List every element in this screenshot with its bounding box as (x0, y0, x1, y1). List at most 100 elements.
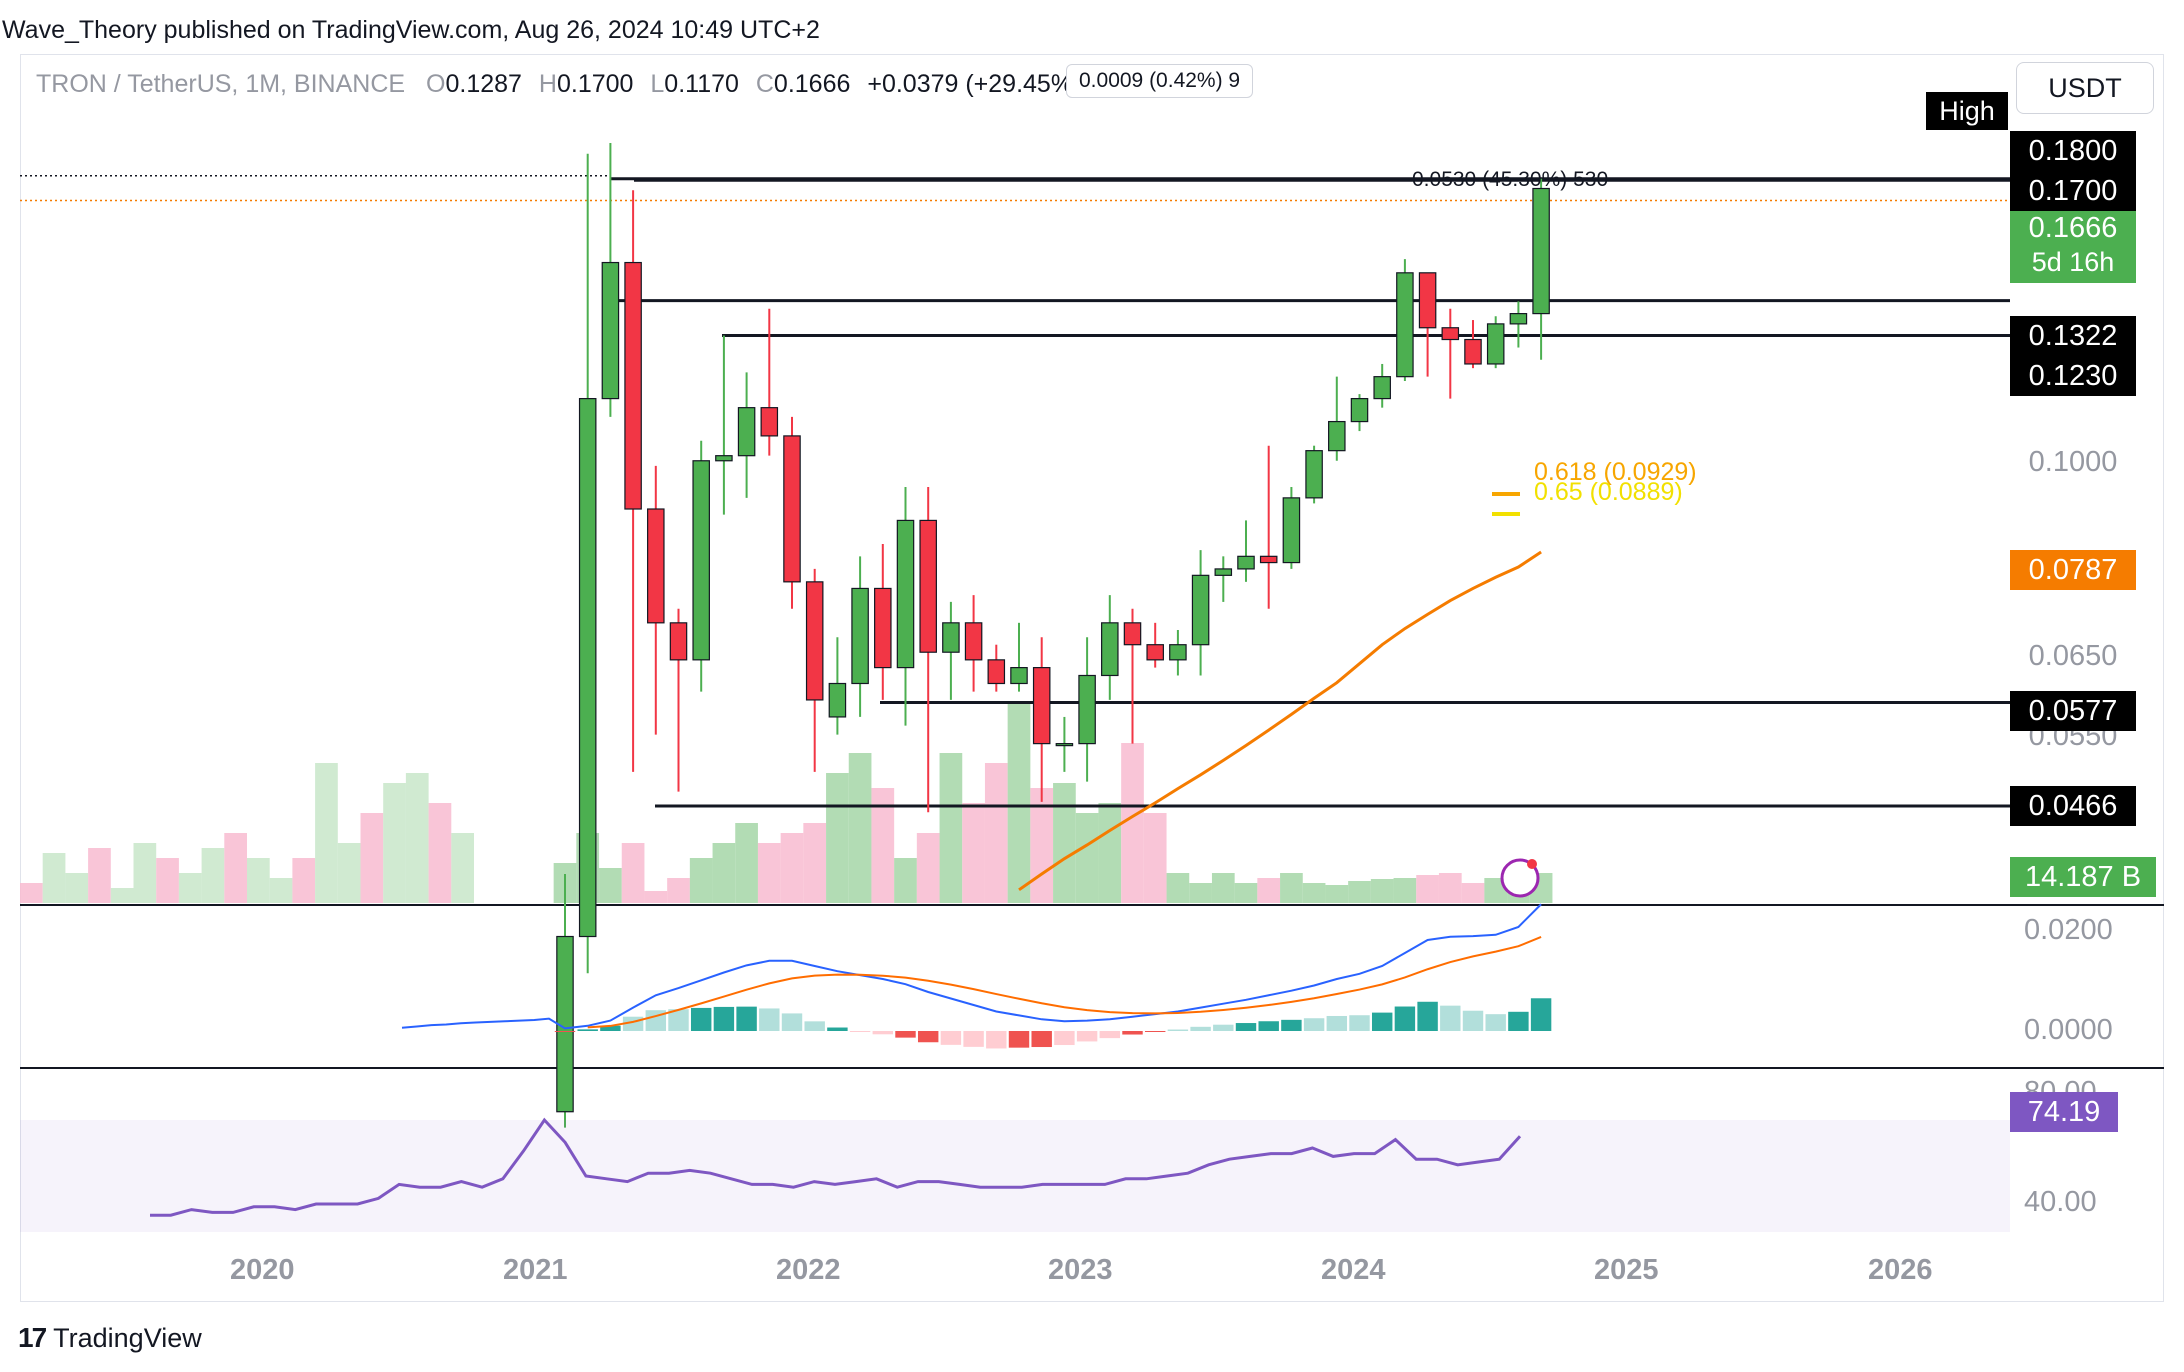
macd-histogram-bar (986, 1031, 1007, 1049)
x-tick-2021: 2021 (503, 1254, 568, 1286)
alert-icon (1500, 858, 1540, 898)
volume-bar (848, 753, 872, 903)
rsi-value-label: 74.19 (2010, 1092, 2118, 1132)
macd-histogram-bar (1462, 1010, 1484, 1031)
candle-body (1191, 574, 1210, 646)
candle-body (1373, 376, 1391, 400)
macd-histogram-bar (554, 1031, 576, 1032)
volume-bar (1461, 883, 1485, 903)
axis-label-0.0650: 0.0650 (2028, 640, 2118, 672)
macd-histogram-bar (1235, 1023, 1257, 1031)
volume-bar (1143, 813, 1167, 903)
volume-bar (939, 753, 963, 903)
candle-body (1123, 622, 1142, 646)
macd-histogram-bar (963, 1031, 984, 1047)
x-tick-2022: 2022 (776, 1254, 841, 1286)
candle-body (1055, 743, 1074, 747)
volume-bar (803, 823, 827, 903)
macd-histogram-bar (1122, 1031, 1143, 1035)
macd-histogram-bar (1076, 1031, 1098, 1042)
candle-body (1032, 667, 1051, 745)
volume-bar-history (178, 873, 202, 903)
macd-histogram-bar (600, 1025, 621, 1031)
volume-bar-history (201, 848, 225, 903)
volume-label: 14.187 B (2010, 857, 2156, 897)
volume-bar-history (110, 888, 134, 903)
legend-low-label: L (650, 70, 665, 98)
macd-histogram-bar (804, 1021, 825, 1031)
bar-countdown: 5d 16h (2031, 247, 2115, 277)
volume-bar (1302, 883, 1326, 903)
volume-bar (984, 763, 1008, 903)
macd-histogram-bar (1394, 1006, 1416, 1031)
macd-histogram-bar (1008, 1031, 1030, 1048)
legend-open-label: O (426, 70, 446, 98)
volume-bar (1189, 883, 1212, 903)
candle-body (1532, 187, 1550, 315)
symbol-legend: TRON / TetherUS, 1M, BINANCE O0.1287 H0.… (36, 70, 1081, 99)
chart-frame (20, 54, 2164, 1302)
fib-65-label: 0.65 (0.0889) (1534, 478, 1683, 506)
price-label-0.1700: 0.1700 (2010, 171, 2136, 211)
candle-body (964, 622, 983, 661)
candle-body (1509, 313, 1528, 325)
rsi-axis-low: 40.00 (2024, 1186, 2097, 1218)
volume-bar-history (65, 873, 89, 903)
tradingview-brand: TradingView (53, 1322, 202, 1353)
macd-histogram-bar (1530, 998, 1552, 1031)
candle-body (647, 508, 665, 624)
rsi-line (150, 1117, 1522, 1217)
volume-bar (1211, 873, 1235, 903)
candle-body (1396, 272, 1414, 378)
fib-618-label: 0.618 (0.0929) (1534, 458, 1697, 486)
volume-bar-history (405, 773, 429, 903)
currency-button[interactable]: USDT (2016, 62, 2154, 114)
macd-axis-zero: 0.0000 (2024, 1014, 2113, 1046)
candle-body (828, 682, 847, 718)
legend-open: 0.1287 (445, 70, 522, 98)
volume-bar-history (42, 853, 66, 903)
candle-body (1305, 450, 1323, 499)
legend-symbol[interactable]: TRON / TetherUS, 1M, BINANCE (36, 70, 406, 98)
candle-body (669, 622, 688, 661)
volume-bar (621, 843, 645, 903)
macd-histogram-bar (1144, 1031, 1166, 1032)
candle-body (737, 407, 756, 457)
volume-bar-history (156, 858, 179, 903)
volume-bar-history (337, 843, 361, 903)
legend-close: 0.1666 (773, 70, 851, 98)
candle-body (1146, 644, 1164, 661)
macd-histogram-bar (1485, 1014, 1506, 1031)
macd-histogram-bar (872, 1031, 894, 1035)
legend-change: +0.0379 (+29.45%) (867, 70, 1082, 98)
macd-histogram-bar (1167, 1029, 1189, 1031)
x-tick-2024: 2024 (1321, 1254, 1386, 1286)
volume-bar (689, 858, 713, 903)
candle-body (851, 587, 869, 685)
volume-bar (1325, 885, 1349, 903)
volume-bar (1121, 743, 1144, 903)
footer-brand[interactable]: 17 TradingView (18, 1322, 202, 1354)
volume-bar-history (20, 883, 43, 903)
candle-body (715, 455, 733, 462)
volume-bar-history (383, 783, 406, 903)
macd-histogram-bar (1054, 1031, 1075, 1046)
volume-bar (826, 773, 849, 903)
volume-bar (1098, 803, 1122, 903)
macd-histogram-bar (1213, 1024, 1234, 1031)
alert-dot-icon (1527, 859, 1537, 869)
candle-body (1214, 568, 1233, 576)
candle-body (1464, 338, 1482, 365)
candle-body (896, 519, 915, 669)
volume-bar (599, 868, 622, 903)
volume-bar-history (360, 813, 384, 903)
axis-label-0.1000: 0.1000 (2028, 446, 2118, 478)
macd-histogram-bar (940, 1031, 962, 1045)
candle-body (942, 622, 960, 653)
price-label-0.0466: 0.0466 (2010, 786, 2136, 826)
macd-histogram-bar (917, 1031, 939, 1043)
volume-bar (962, 803, 985, 903)
price-label-0.0577: 0.0577 (2010, 691, 2136, 731)
macd-histogram-bar (668, 1009, 689, 1031)
